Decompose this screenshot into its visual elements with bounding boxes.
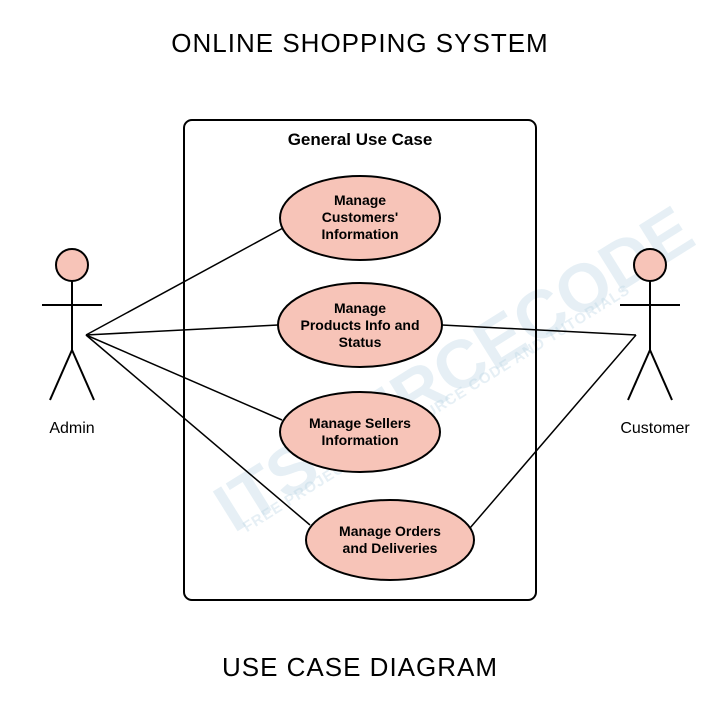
usecase-text: ManageProducts Info andStatus xyxy=(301,300,420,350)
usecase-text: ManageCustomers'Information xyxy=(322,192,399,242)
usecase-label-1: ManageCustomers'Information xyxy=(280,192,440,242)
diagram-title-top: ONLINE SHOPPING SYSTEM xyxy=(0,28,720,59)
usecase-text: Manage SellersInformation xyxy=(309,415,411,448)
system-boundary-label: General Use Case xyxy=(184,130,536,150)
usecase-text: Manage Ordersand Deliveries xyxy=(339,523,441,556)
actor-label-customer: Customer xyxy=(610,420,700,438)
diagram-title-bottom: USE CASE DIAGRAM xyxy=(0,652,720,683)
actor-label-admin: Admin xyxy=(32,420,112,438)
usecase-label-3: Manage SellersInformation xyxy=(280,415,440,449)
usecase-label-2: ManageProducts Info andStatus xyxy=(275,300,445,350)
use-case-diagram xyxy=(0,0,720,720)
usecase-label-4: Manage Ordersand Deliveries xyxy=(310,523,470,557)
